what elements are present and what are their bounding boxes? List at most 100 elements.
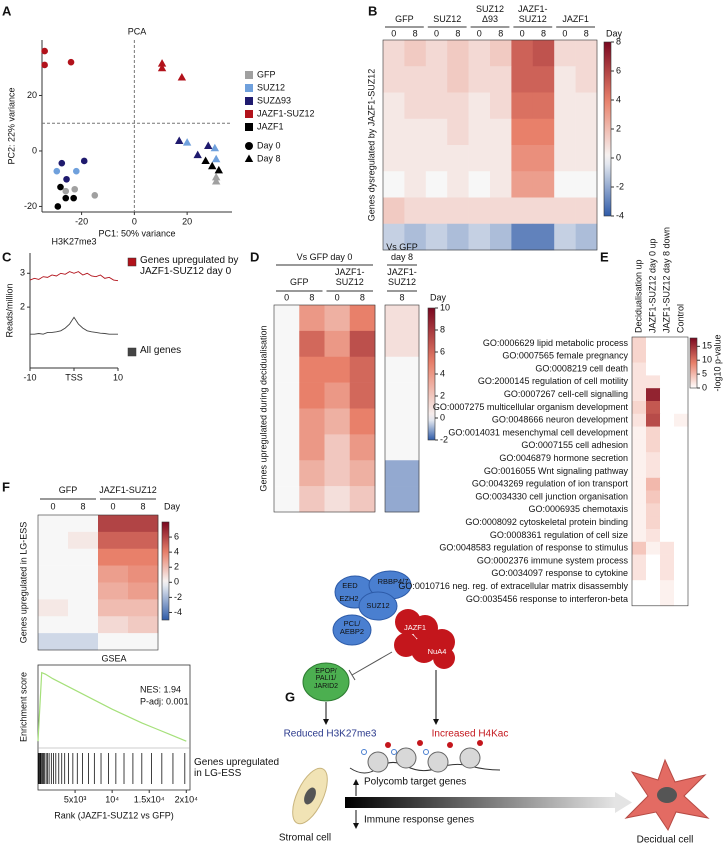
day-label: 0 bbox=[284, 292, 289, 302]
heatmap-cell bbox=[532, 118, 555, 146]
heatmap-cell bbox=[98, 548, 129, 566]
heatmap-cell bbox=[554, 197, 576, 225]
heatmap-cell bbox=[532, 145, 555, 172]
annotation: P-adj: 0.001 bbox=[140, 696, 189, 706]
matrix-cell bbox=[646, 529, 661, 543]
matrix-cell bbox=[632, 593, 647, 607]
mark bbox=[391, 749, 397, 755]
matrix-cell bbox=[646, 388, 661, 402]
matrix-cell bbox=[660, 362, 675, 376]
heatmap-cell bbox=[68, 633, 99, 651]
group-label-box: JAZF1-SUZ12 bbox=[518, 4, 548, 23]
y-axis-label: Genes upregulated during decidualisation bbox=[258, 325, 268, 491]
group-label-box: GFP bbox=[290, 277, 309, 286]
day-label: 0 bbox=[110, 501, 115, 511]
heatmap-cell bbox=[98, 633, 129, 651]
x-tick-label: -20 bbox=[75, 216, 88, 226]
heatmap-cell bbox=[349, 305, 376, 332]
colorbar bbox=[427, 307, 436, 441]
heatmap-cell bbox=[383, 92, 405, 120]
colorbar-tick-label: -4 bbox=[174, 607, 182, 617]
heatmap-cell bbox=[274, 356, 300, 383]
nucleosome bbox=[459, 747, 481, 769]
row-label: GO:0002376 immune system process bbox=[477, 555, 629, 565]
heatmap-cell bbox=[299, 434, 325, 461]
heatmap-cell bbox=[468, 66, 491, 93]
colorbar-tick-label: -4 bbox=[616, 210, 624, 220]
colorbar-tick-label: 4 bbox=[174, 547, 179, 557]
row-label: GO:0016055 Wnt signaling pathway bbox=[484, 466, 629, 476]
matrix-cell bbox=[674, 349, 689, 363]
colorbar-tick-label: 2 bbox=[440, 390, 445, 400]
day-label: 8 bbox=[360, 292, 365, 302]
day-label: 8 bbox=[455, 28, 460, 38]
protein bbox=[302, 662, 350, 702]
matrix-cell bbox=[660, 516, 675, 530]
row-label: GO:0006935 chemotaxis bbox=[528, 504, 628, 514]
colorbar-tick-label: 6 bbox=[174, 531, 179, 541]
point bbox=[211, 172, 221, 181]
group-label: SUZ12 bbox=[433, 13, 462, 24]
x-tick-label: 20 bbox=[182, 216, 192, 226]
matrix-cell bbox=[674, 413, 689, 427]
heatmap-cell bbox=[68, 599, 99, 617]
heatmap-cell bbox=[299, 356, 325, 383]
matrix-cell bbox=[674, 516, 689, 530]
heatmap-cell bbox=[349, 434, 376, 461]
heatmap-cell bbox=[404, 40, 427, 67]
heatmap-cell bbox=[98, 515, 129, 533]
heatmap-cell bbox=[299, 305, 325, 332]
heatmap-cell bbox=[447, 197, 469, 225]
matrix-cell bbox=[674, 503, 689, 517]
column-label: JAZF1-SUZ12 day 0 up bbox=[647, 238, 657, 333]
legend-label: JAZF1 bbox=[257, 121, 284, 131]
heatmap-cell bbox=[68, 531, 99, 550]
heatmap-cell bbox=[404, 145, 427, 172]
colorbar-tick-label: 6 bbox=[616, 65, 621, 75]
heatmap-cell bbox=[468, 92, 491, 120]
legend-label: SUZΔ93 bbox=[257, 95, 291, 105]
matrix-cell bbox=[660, 490, 675, 504]
column-label: Control bbox=[675, 304, 685, 333]
x-tick-label: 10 bbox=[113, 372, 123, 382]
matrix-cell bbox=[646, 413, 661, 427]
row-label: GO:0034097 response to cytokine bbox=[491, 568, 628, 578]
colorbar-tick-label: 6 bbox=[440, 346, 445, 356]
x-tick-label: -10 bbox=[23, 372, 36, 382]
heatmap-cell bbox=[38, 548, 69, 566]
panel-label: A bbox=[2, 3, 12, 18]
heatmap-cell bbox=[447, 118, 469, 146]
heatmap-cell bbox=[128, 531, 159, 550]
day-label: 8 bbox=[498, 28, 503, 38]
heatmap-cell bbox=[532, 66, 555, 93]
heatmap-cell bbox=[68, 515, 99, 533]
matrix-cell bbox=[646, 593, 661, 607]
heatmap-cell bbox=[447, 171, 469, 198]
row-label: GO:0010716 neg. reg. of extracellular ma… bbox=[398, 581, 628, 591]
protein bbox=[433, 647, 455, 669]
point bbox=[70, 194, 77, 202]
colorbar-tick-label: 0 bbox=[174, 577, 179, 587]
point bbox=[62, 194, 70, 202]
node-label: JAZF1 bbox=[404, 623, 426, 632]
heatmap-cell bbox=[383, 118, 405, 146]
matrix-cell bbox=[674, 388, 689, 402]
colorbar-label: -log10 p-value bbox=[712, 334, 722, 391]
mark bbox=[417, 740, 423, 746]
point bbox=[80, 157, 88, 165]
colorbar-tick-label: 0 bbox=[440, 412, 445, 422]
heatmap-cell bbox=[385, 408, 420, 435]
heatmap-cell bbox=[575, 223, 598, 251]
diagram: EED EZH2 RBBP4/7 SUZ12 PCL/ AEBP2 JAZF1 … bbox=[279, 570, 710, 846]
heatmap-cell bbox=[128, 565, 159, 583]
heatmap-border bbox=[384, 304, 420, 513]
matrix-cell bbox=[632, 426, 647, 440]
heatmap-cell bbox=[511, 92, 534, 120]
legend-swatch bbox=[245, 84, 253, 92]
x-tick-label: 0 bbox=[132, 216, 137, 226]
matrix-cell bbox=[646, 516, 661, 530]
legend-swatch bbox=[127, 347, 137, 357]
heatmap-cell bbox=[274, 434, 300, 461]
heatmap-cell bbox=[532, 40, 555, 67]
row-label: GO:0006629 lipid metabolic process bbox=[483, 338, 629, 348]
